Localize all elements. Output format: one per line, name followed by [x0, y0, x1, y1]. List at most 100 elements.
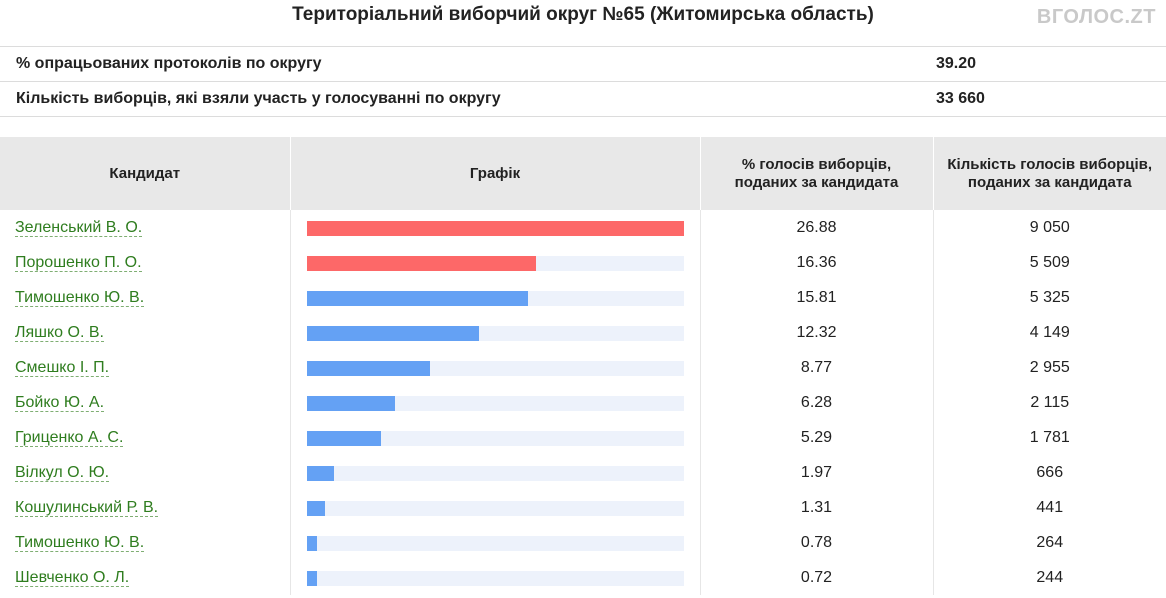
summary-value: 33 660: [936, 81, 1166, 117]
candidate-link[interactable]: Порошенко П. О.: [15, 253, 142, 272]
vote-bar: [306, 325, 480, 341]
chart-cell: [289, 385, 700, 420]
summary-table: % опрацьованих протоколів по округу 39.2…: [0, 46, 1166, 117]
candidate-link[interactable]: Тимошенко Ю. В.: [15, 288, 145, 307]
candidate-row: Порошенко П. О. 16.36 5 509: [0, 245, 1166, 280]
vote-bar: [306, 220, 684, 236]
vote-bar: [306, 535, 318, 551]
candidate-name-cell: Гриценко А. С.: [0, 420, 290, 455]
vote-bar: [306, 395, 395, 411]
percent-value: 15.81: [699, 280, 933, 315]
candidate-row: Бойко Ю. А. 6.28 2 115: [0, 385, 1166, 420]
bar-track: [306, 255, 684, 271]
summary-row: % опрацьованих протоколів по округу 39.2…: [0, 46, 1166, 82]
results-body: Зеленський В. О. 26.88 9 050 Порошенко П. О…: [0, 210, 1166, 595]
page-title: Територіальний виборчий округ №65 (Житом…: [292, 4, 874, 25]
candidate-link[interactable]: Шевченко О. Л.: [15, 568, 130, 587]
candidate-link[interactable]: Кошулинський Р. В.: [15, 498, 159, 517]
vote-bar: [306, 430, 381, 446]
percent-value: 1.31: [699, 490, 933, 525]
candidate-name-cell: Шевченко О. Л.: [0, 560, 290, 595]
candidate-name-cell: Порошенко П. О.: [0, 245, 290, 280]
vote-bar: [306, 570, 317, 586]
vote-bar: [306, 290, 529, 306]
vote-bar: [306, 360, 430, 376]
candidate-name-cell: Вілкул О. Ю.: [0, 455, 290, 490]
candidate-row: Вілкул О. Ю. 1.97 666: [0, 455, 1166, 490]
votes-value: 264: [932, 525, 1166, 560]
summary-row: Кількість виборців, які взяли участь у г…: [0, 81, 1166, 117]
candidate-name-cell: Ляшко О. В.: [0, 315, 290, 350]
percent-value: 16.36: [699, 245, 933, 280]
candidate-link[interactable]: Тимошенко Ю. В.: [15, 533, 145, 552]
bar-track: [306, 325, 684, 341]
candidate-name-cell: Кошулинський Р. В.: [0, 490, 290, 525]
vote-bar: [306, 465, 335, 481]
candidate-row: Гриценко А. С. 5.29 1 781: [0, 420, 1166, 455]
candidate-row: Ляшко О. В. 12.32 4 149: [0, 315, 1166, 350]
column-header-votes: Кількість голосів виборців, поданих за к…: [932, 137, 1166, 210]
percent-value: 26.88: [699, 210, 933, 245]
votes-value: 2 115: [932, 385, 1166, 420]
candidate-link[interactable]: Зеленський В. О.: [15, 218, 143, 237]
percent-value: 8.77: [699, 350, 933, 385]
votes-value: 441: [932, 490, 1166, 525]
candidate-row: Шевченко О. Л. 0.72 244: [0, 560, 1166, 595]
percent-value: 12.32: [699, 315, 933, 350]
votes-value: 1 781: [932, 420, 1166, 455]
chart-cell: [289, 490, 700, 525]
vote-bar: [306, 255, 536, 271]
candidate-link[interactable]: Гриценко А. С.: [15, 428, 124, 447]
percent-value: 0.78: [699, 525, 933, 560]
results-table: Кандидат Графік % голосів виборців, пода…: [0, 137, 1166, 595]
percent-value: 5.29: [699, 420, 933, 455]
column-header-candidate: Кандидат: [0, 137, 290, 210]
results-header-row: Кандидат Графік % голосів виборців, пода…: [0, 137, 1166, 210]
votes-value: 666: [932, 455, 1166, 490]
bar-track: [306, 290, 684, 306]
column-header-percent: % голосів виборців, поданих за кандидата: [699, 137, 933, 210]
bar-track: [306, 360, 684, 376]
bar-track: [306, 395, 684, 411]
processed-protocols-value: 39.20: [936, 55, 977, 72]
chart-cell: [289, 315, 700, 350]
percent-value: 6.28: [699, 385, 933, 420]
candidate-link[interactable]: Смешко І. П.: [15, 358, 110, 377]
candidate-link[interactable]: Бойко Ю. А.: [15, 393, 105, 412]
votes-value: 4 149: [932, 315, 1166, 350]
chart-cell: [289, 525, 700, 560]
percent-value: 0.72: [699, 560, 933, 595]
turnout-value: 33 660: [936, 90, 985, 107]
column-header-chart: Графік: [289, 137, 700, 210]
candidate-name-cell: Зеленський В. О.: [0, 210, 290, 245]
bar-track: [306, 220, 684, 236]
votes-value: 5 325: [932, 280, 1166, 315]
candidate-name-cell: Тимошенко Ю. В.: [0, 280, 290, 315]
votes-value: 244: [932, 560, 1166, 595]
site-watermark-logo: ВГОЛОС.ZT: [1036, 6, 1156, 28]
bar-track: [306, 535, 684, 551]
percent-value: 1.97: [699, 455, 933, 490]
candidate-link[interactable]: Ляшко О. В.: [15, 323, 104, 342]
candidate-link[interactable]: Вілкул О. Ю.: [15, 463, 110, 482]
bar-track: [306, 570, 684, 586]
chart-cell: [289, 560, 700, 595]
candidate-name-cell: Тимошенко Ю. В.: [0, 525, 290, 560]
candidate-row: Тимошенко Ю. В. 0.78 264: [0, 525, 1166, 560]
candidate-row: Смешко І. П. 8.77 2 955: [0, 350, 1166, 385]
candidate-name-cell: Бойко Ю. А.: [0, 385, 290, 420]
bar-track: [306, 430, 684, 446]
votes-value: 9 050: [932, 210, 1166, 245]
chart-cell: [289, 210, 700, 245]
summary-label: % опрацьованих протоколів по округу: [0, 46, 936, 82]
chart-cell: [289, 280, 700, 315]
chart-cell: [289, 245, 700, 280]
candidate-row: Тимошенко Ю. В. 15.81 5 325: [0, 280, 1166, 315]
chart-cell: [289, 350, 700, 385]
candidate-row: Кошулинський Р. В. 1.31 441: [0, 490, 1166, 525]
chart-cell: [289, 455, 700, 490]
bar-track: [306, 465, 684, 481]
bar-track: [306, 500, 684, 516]
summary-label: Кількість виборців, які взяли участь у г…: [0, 81, 936, 117]
